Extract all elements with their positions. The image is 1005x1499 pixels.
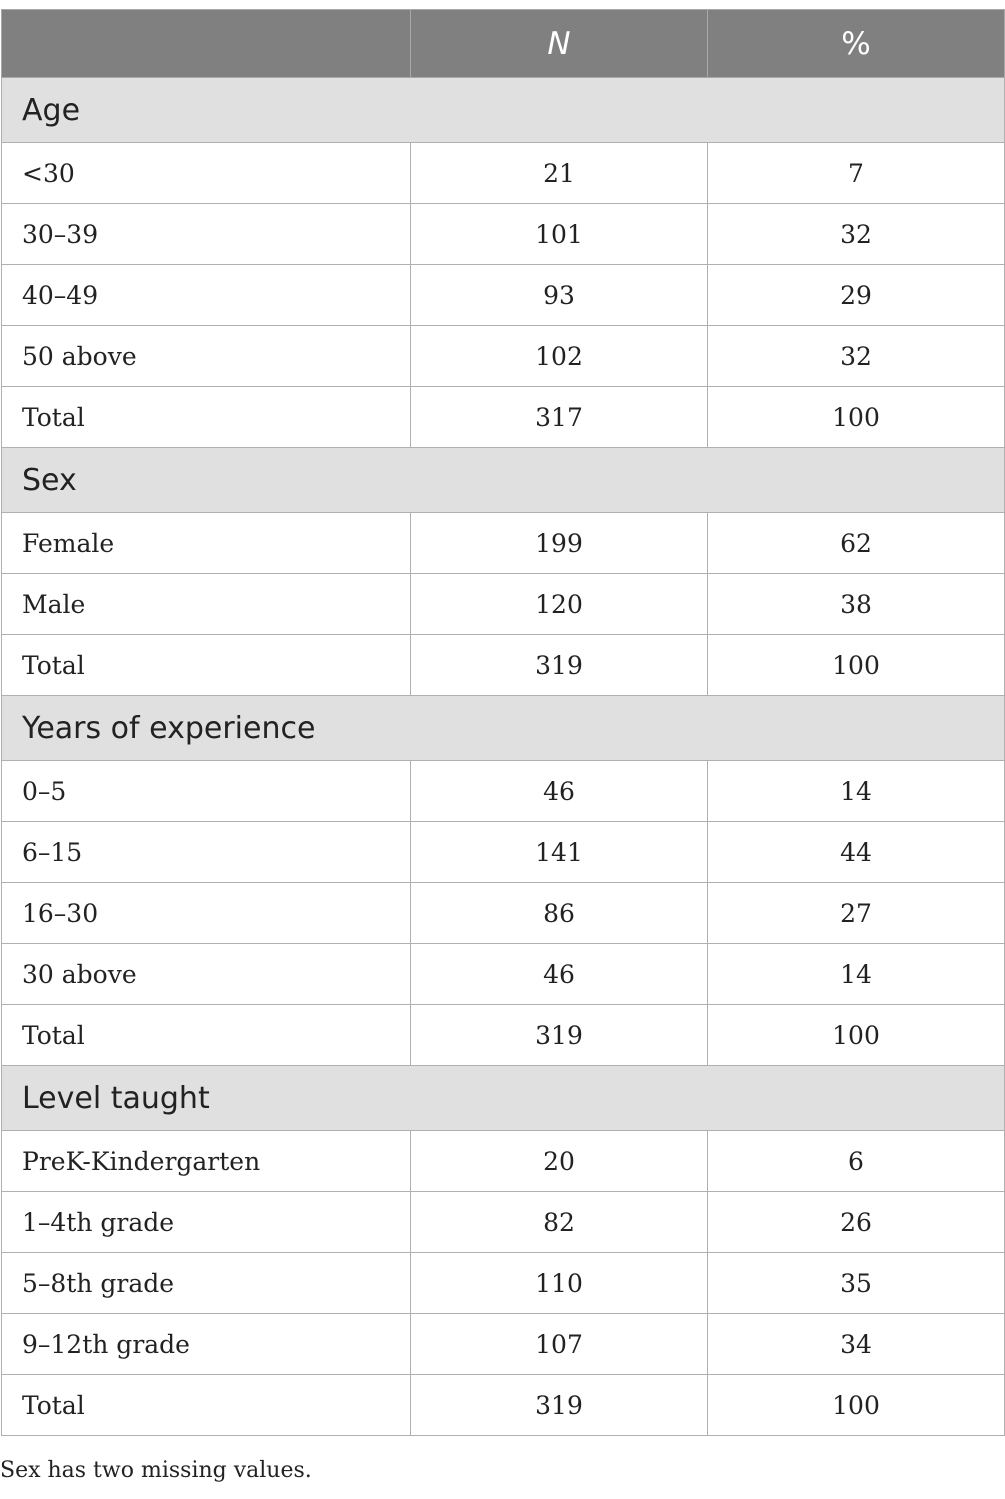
table-header: N % [1, 9, 1005, 78]
table-row: Male 120 38 [1, 573, 1005, 635]
n-value-cell: 319 [410, 1374, 708, 1436]
row-label-cell: 40–49 [1, 264, 411, 326]
percent-value-cell: 100 [707, 634, 1005, 696]
row-label-cell: PreK-Kindergarten [1, 1130, 411, 1192]
row-label-cell: 30–39 [1, 203, 411, 265]
table-row: Total 317 100 [1, 386, 1005, 448]
table-body: Age <30 21 7 30–39 101 32 40–49 93 29 50 above 102 3… [1, 77, 1005, 1436]
row-label-cell: Total [1, 386, 411, 448]
row-label-cell: 50 above [1, 325, 411, 387]
percent-value-cell: 34 [707, 1313, 1005, 1375]
percent-value-cell: 62 [707, 512, 1005, 574]
table-footnote: Sex has two missing values. [0, 1458, 312, 1483]
section-row: Years of experience [1, 695, 1005, 761]
percent-value-cell: 35 [707, 1252, 1005, 1314]
section-row: Level taught [1, 1065, 1005, 1131]
n-value-cell: 86 [410, 882, 708, 944]
table-row: 5–8th grade 110 35 [1, 1252, 1005, 1314]
table-row: 40–49 93 29 [1, 264, 1005, 326]
header-label-column [1, 9, 411, 78]
percent-value-cell: 32 [707, 203, 1005, 265]
n-value-cell: 110 [410, 1252, 708, 1314]
table-row: 16–30 86 27 [1, 882, 1005, 944]
percent-value-cell: 26 [707, 1191, 1005, 1253]
row-label-cell: 1–4th grade [1, 1191, 411, 1253]
demographics-table: N % Age <30 21 7 30–39 101 32 40–49 93 29 50 above… [1, 9, 1005, 1436]
table-row: 30 above 46 14 [1, 943, 1005, 1005]
percent-value-cell: 6 [707, 1130, 1005, 1192]
row-label-cell: 0–5 [1, 760, 411, 822]
table-row: 1–4th grade 82 26 [1, 1191, 1005, 1253]
n-value-cell: 319 [410, 1004, 708, 1066]
n-value-cell: 141 [410, 821, 708, 883]
header-row: N % [1, 9, 1005, 78]
row-label-cell: Total [1, 1374, 411, 1436]
n-value-cell: 199 [410, 512, 708, 574]
header-percent-column: % [707, 9, 1005, 78]
row-label-cell: 16–30 [1, 882, 411, 944]
n-value-cell: 107 [410, 1313, 708, 1375]
table-row: 30–39 101 32 [1, 203, 1005, 265]
n-value-cell: 46 [410, 943, 708, 1005]
n-value-cell: 20 [410, 1130, 708, 1192]
n-value-cell: 101 [410, 203, 708, 265]
percent-value-cell: 38 [707, 573, 1005, 635]
table-row: 6–15 141 44 [1, 821, 1005, 883]
row-label-cell: Total [1, 1004, 411, 1066]
row-label-cell: Male [1, 573, 411, 635]
row-label-cell: 6–15 [1, 821, 411, 883]
percent-value-cell: 27 [707, 882, 1005, 944]
section-row: Age [1, 77, 1005, 143]
header-n-column: N [410, 9, 708, 78]
row-label-cell: 9–12th grade [1, 1313, 411, 1375]
n-value-cell: 46 [410, 760, 708, 822]
row-label-cell: Total [1, 634, 411, 696]
section-title: Level taught [1, 1065, 1005, 1131]
section-title: Sex [1, 447, 1005, 513]
section-title: Years of experience [1, 695, 1005, 761]
percent-value-cell: 44 [707, 821, 1005, 883]
table-row: <30 21 7 [1, 142, 1005, 204]
percent-value-cell: 29 [707, 264, 1005, 326]
section-row: Sex [1, 447, 1005, 513]
n-value-cell: 120 [410, 573, 708, 635]
n-value-cell: 21 [410, 142, 708, 204]
percent-value-cell: 32 [707, 325, 1005, 387]
n-value-cell: 317 [410, 386, 708, 448]
row-label-cell: <30 [1, 142, 411, 204]
row-label-cell: 5–8th grade [1, 1252, 411, 1314]
percent-value-cell: 100 [707, 386, 1005, 448]
table-row: 9–12th grade 107 34 [1, 1313, 1005, 1375]
percent-value-cell: 7 [707, 142, 1005, 204]
table-row: Total 319 100 [1, 634, 1005, 696]
table-row: PreK-Kindergarten 20 6 [1, 1130, 1005, 1192]
percent-value-cell: 100 [707, 1374, 1005, 1436]
n-value-cell: 82 [410, 1191, 708, 1253]
row-label-cell: Female [1, 512, 411, 574]
section-title: Age [1, 77, 1005, 143]
table-row: Total 319 100 [1, 1004, 1005, 1066]
table-row: Total 319 100 [1, 1374, 1005, 1436]
table-row: 0–5 46 14 [1, 760, 1005, 822]
table-row: Female 199 62 [1, 512, 1005, 574]
n-value-cell: 319 [410, 634, 708, 696]
row-label-cell: 30 above [1, 943, 411, 1005]
table-row: 50 above 102 32 [1, 325, 1005, 387]
percent-value-cell: 14 [707, 943, 1005, 1005]
n-value-cell: 93 [410, 264, 708, 326]
percent-value-cell: 100 [707, 1004, 1005, 1066]
percent-value-cell: 14 [707, 760, 1005, 822]
n-value-cell: 102 [410, 325, 708, 387]
